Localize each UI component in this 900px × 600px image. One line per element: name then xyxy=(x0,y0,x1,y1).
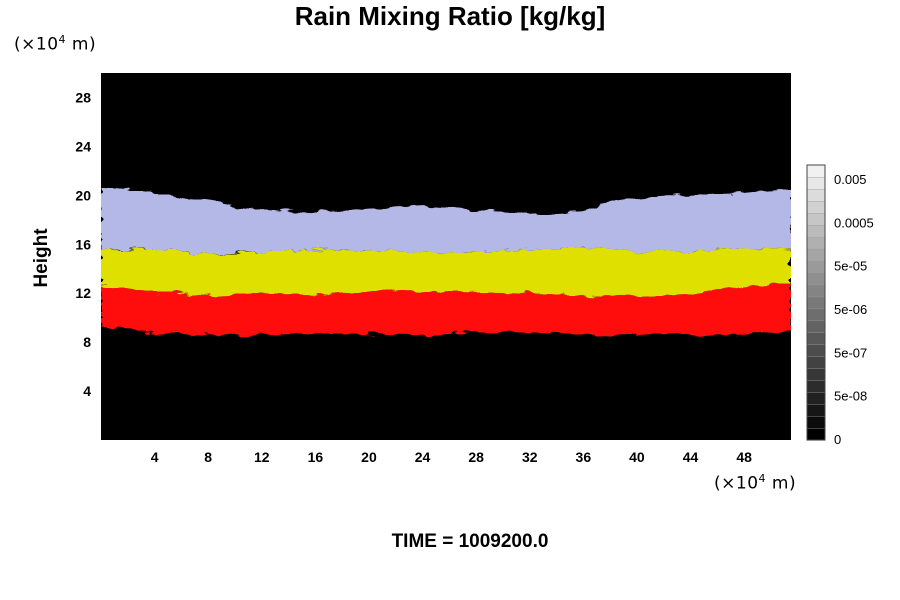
colorbar-swatch xyxy=(806,356,826,369)
y-axis-unit-label: (×104 m) xyxy=(14,33,96,55)
y-unit-exponent: 4 xyxy=(58,33,67,46)
colorbar-swatch xyxy=(806,296,826,310)
y-unit-prefix: (×10 xyxy=(14,34,59,55)
colorbar: 0.005 0.0005 5e-05 5e-06 5e-07 5e-08 0 xyxy=(806,164,874,447)
y-axis-ticks: 4 8 12 16 20 24 28 xyxy=(75,89,91,399)
y-tick-label: 20 xyxy=(75,187,91,203)
x-axis-unit-label: (×104 m) xyxy=(714,472,796,494)
y-unit-suffix: m) xyxy=(66,34,97,55)
x-tick-label: 24 xyxy=(415,449,431,465)
colorbar-swatch xyxy=(806,284,826,298)
colorbar-swatch xyxy=(806,176,826,190)
colorbar-swatch xyxy=(806,308,826,322)
colorbar-label: 5e-08 xyxy=(834,389,867,404)
colorbar-swatch xyxy=(806,332,826,345)
y-tick-label: 28 xyxy=(75,89,91,105)
colorbar-swatch xyxy=(806,272,826,286)
y-tick-label: 16 xyxy=(75,236,91,252)
x-tick-label: 8 xyxy=(204,449,212,465)
x-tick-label: 40 xyxy=(629,449,645,465)
colorbar-swatch xyxy=(806,427,826,441)
colorbar-swatch xyxy=(806,224,826,238)
x-tick-label: 36 xyxy=(576,449,592,465)
x-tick-label: 20 xyxy=(361,449,377,465)
heatmap-bands xyxy=(101,186,791,335)
band-2 xyxy=(101,246,791,297)
y-tick-label: 24 xyxy=(75,138,91,154)
colorbar-label: 5e-05 xyxy=(834,259,867,274)
colorbar-swatch xyxy=(806,368,826,381)
y-tick-label: 8 xyxy=(83,334,91,350)
colorbar-label: 5e-07 xyxy=(834,345,867,360)
colorbar-swatch xyxy=(806,391,826,405)
colorbar-swatch xyxy=(806,164,826,178)
x-tick-label: 12 xyxy=(254,449,270,465)
colorbar-swatch xyxy=(806,248,826,262)
colorbar-swatch xyxy=(806,260,826,274)
colorbar-swatch xyxy=(806,415,826,429)
colorbar-swatch xyxy=(806,188,826,202)
band-3 xyxy=(101,186,791,255)
colorbar-label: 5e-06 xyxy=(834,302,867,317)
colorbar-swatch xyxy=(806,403,826,417)
colorbar-label: 0 xyxy=(834,432,841,447)
y-tick-label: 12 xyxy=(75,285,91,301)
colorbar-swatch xyxy=(806,200,826,214)
x-unit-prefix: (×10 xyxy=(714,473,759,494)
time-label: TIME = 1009200.0 xyxy=(391,531,549,552)
chart-title: Rain Mixing Ratio [kg/kg] xyxy=(294,1,606,31)
colorbar-label: 0.0005 xyxy=(834,215,874,230)
x-unit-suffix: m) xyxy=(766,473,797,494)
x-tick-label: 28 xyxy=(468,449,484,465)
x-tick-label: 44 xyxy=(683,449,699,465)
colorbar-swatch xyxy=(806,236,826,250)
colorbar-swatch xyxy=(806,212,826,226)
colorbar-frame xyxy=(806,164,826,441)
x-tick-label: 48 xyxy=(736,449,752,465)
x-unit-exponent: 4 xyxy=(758,472,767,485)
x-tick-label: 32 xyxy=(522,449,538,465)
colorbar-swatch xyxy=(806,320,826,333)
colorbar-swatch xyxy=(806,344,826,357)
colorbar-label: 0.005 xyxy=(834,172,867,187)
x-tick-label: 16 xyxy=(308,449,324,465)
y-tick-label: 4 xyxy=(83,383,91,399)
colorbar-swatch xyxy=(806,380,826,393)
x-axis-ticks: 4 8 12 16 20 24 28 32 36 40 44 48 xyxy=(151,449,752,465)
x-tick-label: 4 xyxy=(151,449,159,465)
band-1 xyxy=(101,283,791,335)
